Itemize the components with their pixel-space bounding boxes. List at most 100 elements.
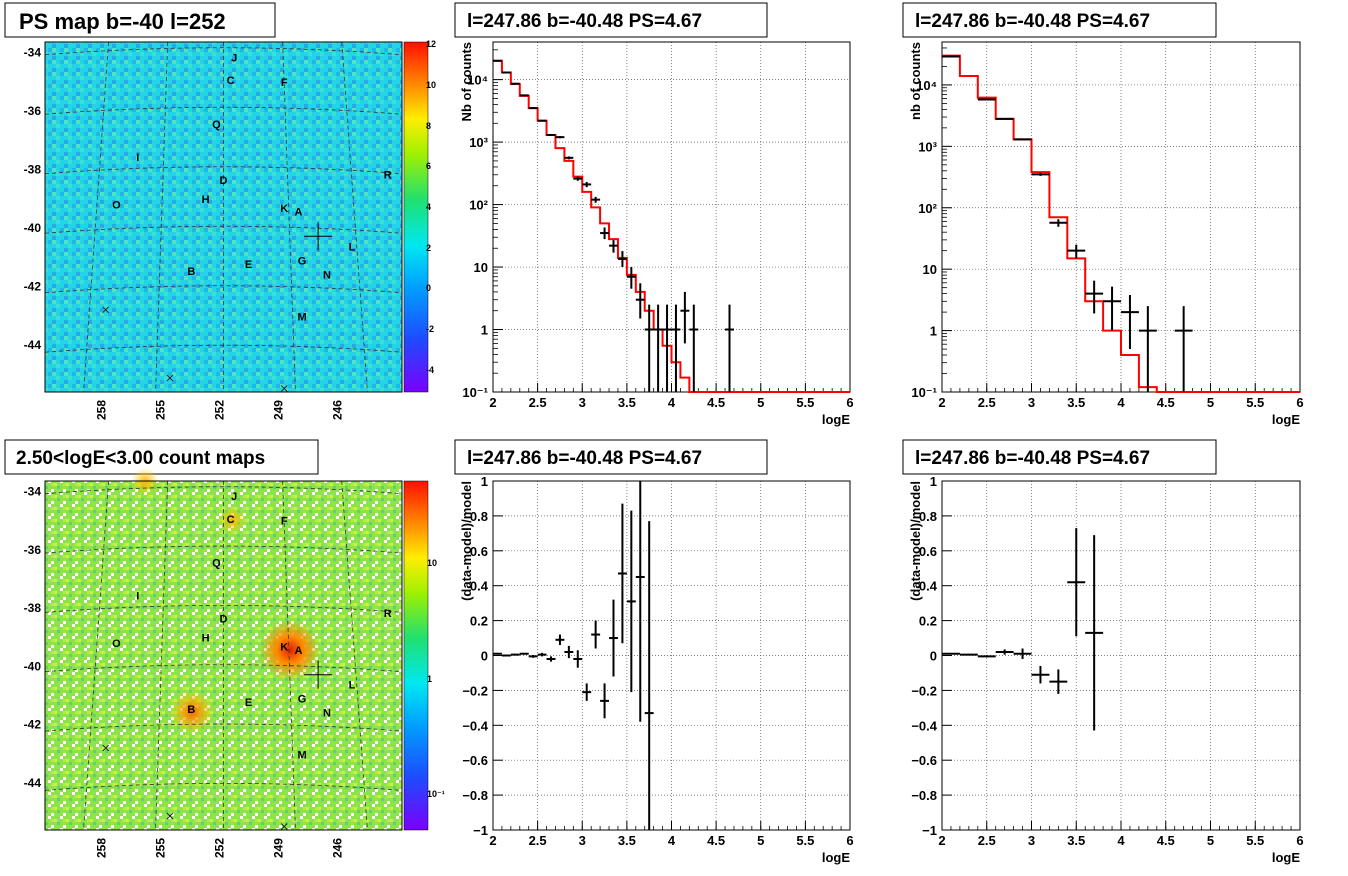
chart-title: l=247.86 b=-40.48 PS=4.67 [915,11,1150,32]
x-tick-label: 6 [1296,833,1303,848]
x-tick-label: 5 [757,395,764,410]
ps-map-title: PS map b=-40 l=252 [19,9,226,34]
cbar-tick: -4 [426,365,434,375]
source-label: I [136,591,139,603]
x-marker [166,374,174,382]
x-tick-label: 3 [579,833,586,848]
hotspot-b [170,690,214,734]
longitude-grid-line [282,41,296,393]
cbar-tick: 0 [426,283,431,293]
map-frame [44,480,403,831]
x-tick-label: 4 [668,833,676,848]
map-y-tick-label: -44 [24,338,42,352]
x-tick-label: 4.5 [1157,833,1175,848]
map-x-tick-label: 249 [271,400,285,420]
source-label: H [202,194,210,206]
source-label: G [298,255,307,267]
cbar-tick: 1 [427,674,432,684]
y-tick-label: 10³ [918,139,937,154]
y-tick-label: 0.6 [470,544,488,559]
x-tick-label: 5.5 [1246,833,1264,848]
cbar-tick: 8 [426,121,431,131]
y-tick-label: −0.8 [911,788,937,803]
source-label: L [349,680,356,692]
source-label: Q [212,119,221,131]
plot-frame [492,480,851,831]
chart-title: l=247.86 b=-40.48 PS=4.67 [915,448,1150,469]
count-map-colorbar [403,480,429,831]
y-tick-label: −1 [922,823,937,838]
map-x-tick-label: 252 [213,838,227,858]
y-tick-label: 0.4 [470,579,489,594]
source-label: D [220,613,228,625]
map-x-tick-label: 255 [154,838,168,858]
source-label: K [280,203,288,215]
x-tick-label: 2.5 [529,395,547,410]
ps-map-colorbar-ticks: 12 10 8 6 4 2 0 -2 -4 [426,39,436,375]
y-tick-label: 1 [930,324,937,339]
hotspot-top [131,468,159,496]
chart-panel: l=247.86 b=-40.48 PS=4.67 2 2.5 3 3.5 4 4.5 5 5.… [902,439,1304,865]
source-label: R [384,170,392,182]
plot-frame [941,41,1301,393]
count-map-title: 2.50<logE<3.00 count maps [16,448,265,469]
chart-panel: l=247.86 b=-40.48 PS=4.67 2 2.5 3 3.5 4 4.5 5 5.… [454,2,854,427]
source-label: O [112,638,121,650]
ps-map-panel: PS map b=-40 l=252 12 10 8 6 4 2 0 -2 -4 [4,2,436,393]
map-y-tick-label: -36 [24,543,42,557]
x-tick-label: 3.5 [618,395,636,410]
source-label: B [187,704,195,716]
y-tick-label: 10² [918,201,937,216]
x-marker [280,823,288,830]
source-label: Q [212,558,221,570]
count-map-title-box [4,439,319,475]
source-label: C [227,514,235,526]
count-map-panel: 2.50<logE<3.00 count maps 10 1 10⁻¹ [4,439,445,831]
y-tick-label: 10⁻¹ [911,385,937,400]
x-tick-label: 3 [1028,395,1035,410]
y-tick-label: 0.2 [919,614,937,629]
x-tick-label: 3.5 [618,833,636,848]
y-axis-label: Nb of counts [459,42,474,121]
map-x-tick-label: 249 [271,838,285,858]
map-x-tick-label: 255 [154,400,168,420]
x-tick-label: 3.5 [1067,395,1085,410]
source-label: A [294,645,302,657]
map-x-tick-label: 258 [95,400,109,420]
x-tick-label: 4 [1117,833,1125,848]
y-axis-label: (data-model)/model [459,481,474,601]
x-tick-label: 5 [1207,395,1214,410]
y-tick-label: 10 [474,260,488,275]
sky-map-overlay: -34 -36 -38 -40 -42 -44 258 255 252 249 246 JC F Q I DH… [24,41,403,420]
y-tick-label: 1 [481,474,488,489]
x-tick-label: 2 [938,833,945,848]
x-tick-label: 4.5 [707,395,725,410]
x-axis-label: logE [1272,412,1300,427]
cbar-tick: 10⁻¹ [427,789,445,799]
source-label: K [280,641,288,653]
source-label: F [281,77,288,89]
source-label: N [323,269,331,281]
cbar-tick: 10 [426,80,436,90]
longitude-grid-line [155,480,169,831]
y-tick-label: 0 [481,649,488,664]
source-label: A [294,206,302,218]
y-tick-label: 0.8 [919,509,937,524]
plot-frame [492,41,851,393]
latitude-grid-line [44,166,403,175]
x-tick-label: 6 [1296,395,1303,410]
map-y-tick-label: -40 [24,221,42,235]
y-tick-label: 0.6 [919,544,937,559]
y-axis-label: nb of counts [908,42,923,120]
x-tick-label: 2.5 [978,395,996,410]
y-tick-label: −0.4 [911,718,937,733]
x-marker [280,385,288,392]
x-tick-label: 3 [579,395,586,410]
map-y-tick-label: -42 [24,279,42,293]
longitude-grid-line [83,480,109,831]
cbar-tick: 2 [426,243,431,253]
map-x-tick-label: 246 [330,400,344,420]
x-tick-label: 5 [1207,833,1214,848]
